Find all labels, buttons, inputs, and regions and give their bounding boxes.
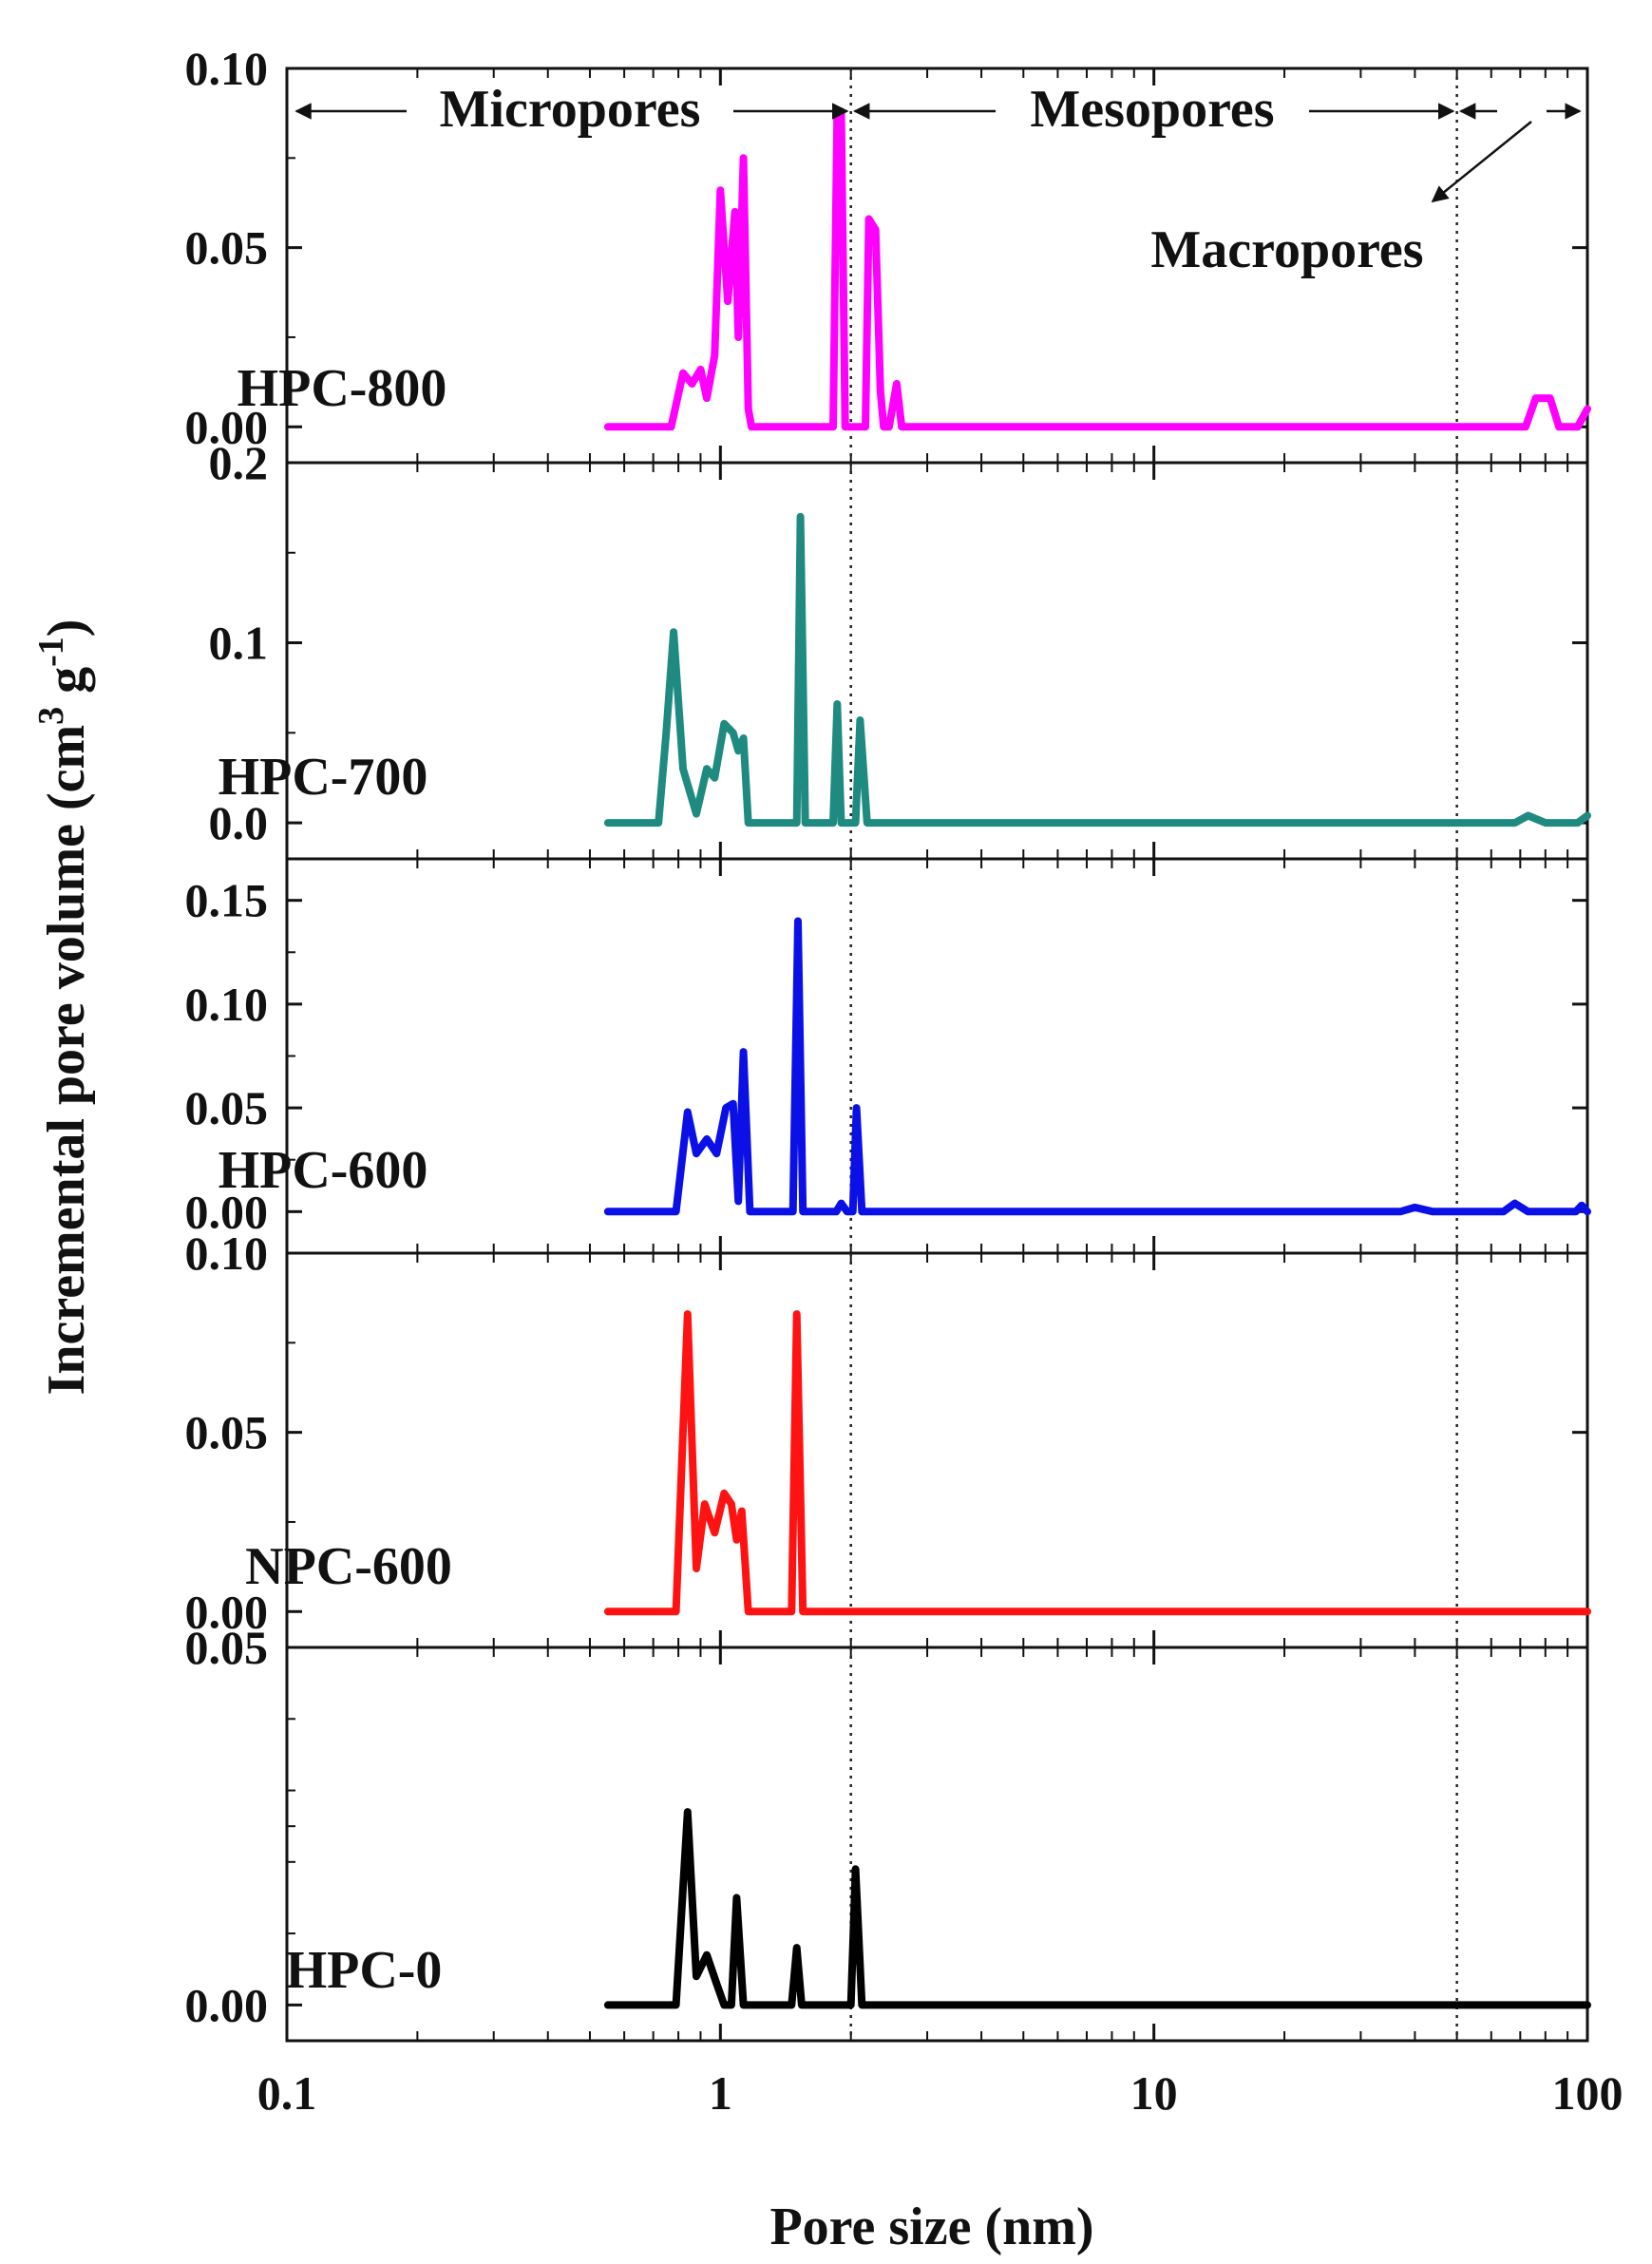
y-tick-label: 0.00 (185, 1185, 269, 1238)
series-line-hpc-0 (603, 1808, 1591, 2009)
series-line-hpc-800 (603, 107, 1591, 431)
x-tick-label: 1 (709, 2066, 732, 2120)
panel-label: HPC-700 (218, 748, 428, 807)
y-tick-label: 0.05 (185, 1081, 269, 1134)
y-tick-label: 0.00 (185, 400, 269, 453)
x-axis-title: Pore size (nm) (769, 2197, 1093, 2256)
panel-hpc-600: 0.00 0.05 0.10 0.15 HPC-600 (185, 857, 1591, 1255)
x-tick-label: 100 (1552, 2066, 1624, 2120)
mesopores-label: Mesopores (1030, 80, 1274, 139)
x-tick-label: 10 (1130, 2066, 1178, 2120)
macropores-label: Macropores (1150, 220, 1423, 279)
y-tick-label: 0.15 (185, 874, 269, 927)
series-line-npc-600 (603, 1310, 1591, 1616)
y-tick-label: 0.00 (185, 1978, 269, 2031)
y-tick-label: 0.2 (209, 436, 269, 489)
y-tick-label: 0.10 (185, 1227, 269, 1280)
panel-label: HPC-800 (237, 359, 447, 418)
y-tick-label: 0.10 (185, 42, 269, 95)
panel-label: HPC-0 (286, 1941, 443, 2000)
x-tick-label: 0.1 (257, 2066, 317, 2120)
panel-label: HPC-600 (218, 1141, 428, 1200)
y-tick-label: 0.10 (185, 978, 269, 1031)
y-tick-label: 0.05 (185, 221, 269, 275)
panel-hpc-700: 0.0 0.1 0.2 HPC-700 (209, 436, 1591, 861)
panel-frame (285, 857, 1589, 1255)
panel-hpc-0: 0.00 0.05 HPC-0 (185, 1621, 1591, 2043)
panels-layer: 0.000.050.10HPC-8000.00.10.2HPC-7000.000… (185, 42, 1591, 2043)
y-axis-title: Incremental pore volume (cm3 g-1) (31, 619, 96, 1396)
y-tick-label: 0.0 (209, 796, 269, 849)
series-line-hpc-600 (603, 917, 1591, 1216)
panel-hpc-800: 0.00 0.05 0.10 HPC-800 (185, 42, 1591, 465)
panel-frame (285, 1251, 1589, 1649)
series-line-hpc-700 (603, 512, 1591, 828)
panel-frame (285, 1646, 1589, 2043)
micropores-label: Micropores (440, 80, 701, 139)
y-tick-label: 0.1 (209, 617, 269, 670)
panel-label: NPC-600 (245, 1537, 452, 1596)
panel-npc-600: 0.00 0.05 0.10 NPC-600 (185, 1227, 1591, 1649)
annotation-layer: Micropores Mesopores Macropores Pore siz… (31, 80, 1624, 2256)
y-tick-label: 0.05 (185, 1621, 269, 1674)
panel-frame (285, 461, 1589, 861)
macropores-pointer-arrow (1431, 121, 1532, 203)
y-tick-label: 0.00 (185, 1585, 269, 1638)
y-tick-label: 0.05 (185, 1406, 269, 1459)
